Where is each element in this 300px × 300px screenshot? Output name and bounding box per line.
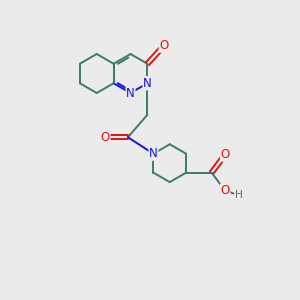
Text: O: O [220,148,230,161]
Text: H: H [235,190,243,200]
Text: O: O [159,39,169,52]
Text: N: N [126,86,135,100]
Text: N: N [149,147,158,160]
Text: O: O [101,131,110,144]
Text: O: O [220,184,230,197]
Text: N: N [143,77,152,90]
